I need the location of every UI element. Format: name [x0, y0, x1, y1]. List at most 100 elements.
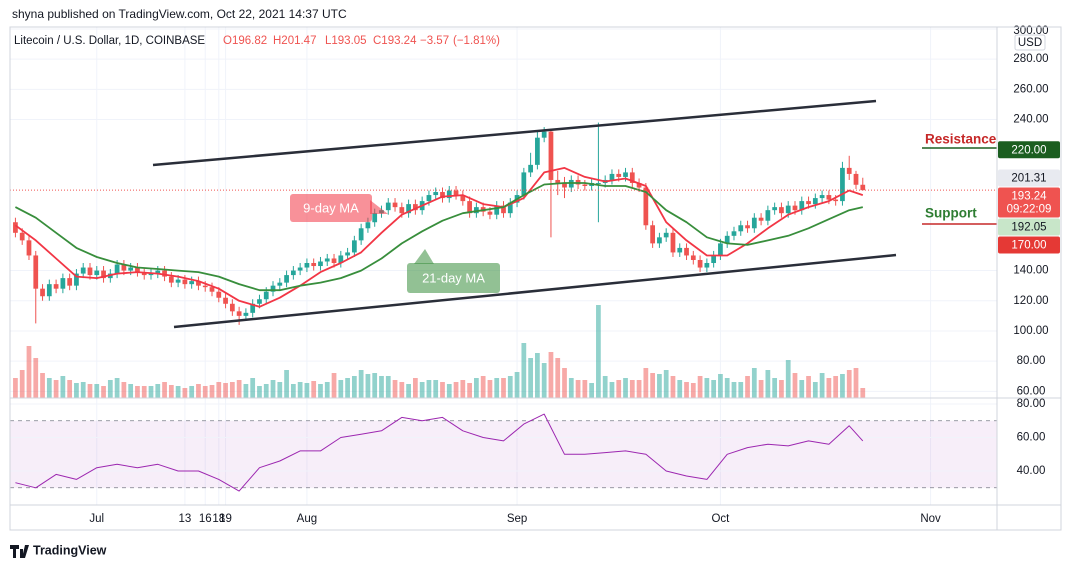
- volume-bar: [575, 380, 581, 398]
- volume-bar: [168, 385, 174, 398]
- candle-body: [433, 192, 439, 196]
- volume-bar: [324, 382, 330, 398]
- candle-body: [67, 278, 73, 286]
- y-tick-label: 100.00: [1013, 325, 1048, 337]
- volume-bar: [236, 380, 242, 398]
- volume-bar: [440, 382, 445, 398]
- volume-bar: [189, 386, 195, 398]
- candle-body: [684, 247, 689, 256]
- candle-body: [535, 137, 540, 165]
- candle-body: [162, 270, 167, 277]
- volume-bar: [60, 376, 66, 398]
- volume-bar: [209, 385, 215, 398]
- ma-label: 9-day MA: [303, 200, 359, 215]
- candle-body: [779, 207, 784, 214]
- candle-body: [318, 261, 323, 267]
- candle-body: [474, 207, 479, 214]
- footer: TradingView: [10, 543, 107, 558]
- legend: Litecoin / U.S. Dollar, 1D, COINBASE O19…: [14, 35, 500, 47]
- candle-body: [263, 291, 269, 300]
- candle-body: [690, 255, 696, 260]
- volume-bar: [426, 380, 432, 398]
- volume-bar: [67, 380, 73, 398]
- volume-bar: [446, 384, 452, 398]
- volume-bar: [290, 384, 296, 398]
- volume-bar: [107, 380, 113, 398]
- volume-bar: [514, 372, 520, 398]
- volume-bar: [738, 382, 744, 398]
- price-tag-label: 201.31: [1011, 173, 1046, 185]
- ma-label-pointer: [414, 249, 434, 264]
- x-tick-label: Jul: [89, 513, 104, 525]
- candle-body: [101, 270, 106, 279]
- candle-body: [562, 182, 567, 188]
- candle-body: [175, 279, 181, 283]
- price-tag: [998, 169, 1060, 187]
- volume-bar: [751, 368, 757, 398]
- logo: [10, 545, 29, 558]
- candle-body: [40, 288, 45, 297]
- candle-body: [53, 284, 59, 289]
- volume-bar: [840, 374, 845, 398]
- volume-bar: [318, 384, 323, 398]
- volume-bar: [128, 384, 134, 398]
- candle-body: [555, 179, 561, 183]
- volume-bar: [141, 386, 147, 398]
- y-tick-label: 140.00: [1013, 265, 1048, 277]
- volume-bar: [724, 378, 730, 398]
- volume-bar: [229, 382, 235, 398]
- candle-body: [413, 204, 418, 211]
- candle-body: [745, 225, 750, 229]
- candle-body: [643, 187, 649, 226]
- volume-bar: [392, 380, 398, 398]
- volume-bar: [718, 374, 723, 398]
- volume-bar: [616, 380, 622, 398]
- candle-body: [189, 281, 195, 285]
- candle-body: [399, 207, 405, 214]
- volume-bar: [26, 346, 32, 398]
- volume-bar: [94, 384, 100, 398]
- volume-bar: [379, 376, 384, 398]
- price-tag: [998, 218, 1060, 236]
- candle-body: [365, 222, 371, 229]
- candle-body: [331, 258, 337, 264]
- ma-line: [14, 167, 864, 308]
- candle-body: [209, 287, 215, 292]
- candle-body: [155, 270, 161, 274]
- candle-body: [833, 199, 839, 202]
- volume-bar: [602, 376, 608, 398]
- candle-body: [277, 282, 283, 286]
- candle-body: [243, 312, 249, 316]
- volume-bar: [284, 370, 289, 398]
- volume-bar: [582, 380, 588, 398]
- candle-body: [541, 131, 547, 138]
- volume-bar: [13, 378, 18, 398]
- candle-body: [738, 225, 744, 232]
- rsi-tick-label: 60.00: [1017, 432, 1046, 444]
- volume-bar: [80, 382, 86, 398]
- candles: [13, 122, 866, 325]
- price-tag: [998, 236, 1060, 254]
- candle-body: [284, 275, 289, 283]
- volume-bar: [372, 373, 378, 398]
- candle-body: [629, 172, 635, 183]
- candle-body: [697, 259, 703, 268]
- candle-body: [494, 205, 500, 215]
- price-tag-countdown: 09:22:09: [1007, 204, 1052, 216]
- volume-bar: [46, 378, 52, 398]
- volume-bar: [494, 378, 500, 398]
- volume-bar: [535, 353, 540, 398]
- candle-body: [257, 299, 262, 304]
- volume-bar: [589, 383, 594, 398]
- candle-body: [812, 198, 818, 205]
- candle-body: [406, 204, 411, 214]
- candle-body: [135, 267, 140, 273]
- volume-bar: [162, 382, 167, 398]
- candle-body: [46, 284, 52, 297]
- x-tick-label: 19: [219, 513, 232, 525]
- volume-bar: [596, 305, 601, 398]
- volume-bar: [338, 380, 344, 398]
- volume-bar: [623, 378, 628, 398]
- candle-body: [372, 213, 378, 223]
- candle-body: [385, 202, 391, 211]
